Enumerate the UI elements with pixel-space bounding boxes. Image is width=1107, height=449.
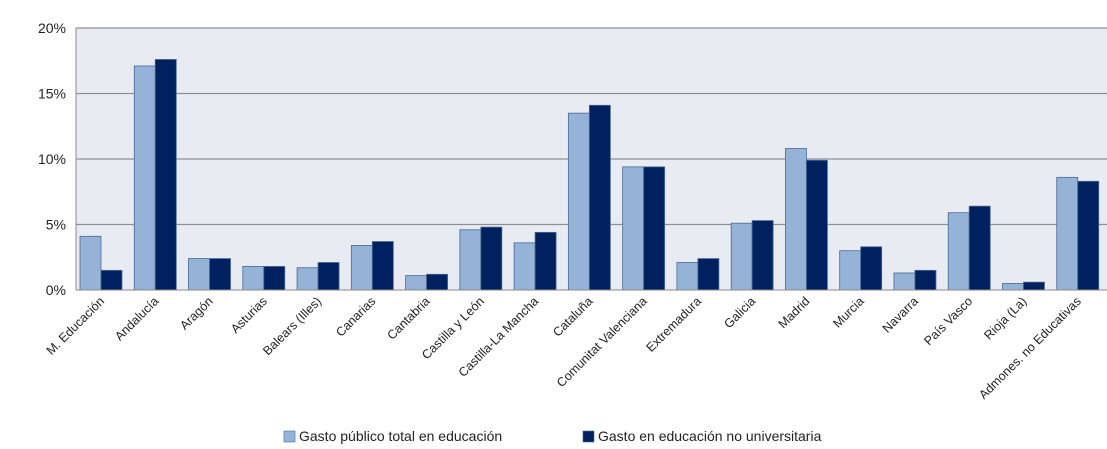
- bar: [317, 262, 340, 291]
- x-tick-label: Admones. no Educativas: [976, 294, 1084, 402]
- bar: [1056, 176, 1079, 291]
- legend-label: Gasto en educación no universitaria: [598, 428, 822, 444]
- x-tick-label: Cantabria: [384, 294, 432, 342]
- bar: [188, 258, 210, 291]
- bar: [697, 258, 720, 291]
- x-tick-label: Andalucía: [112, 294, 161, 343]
- bar: [947, 212, 970, 291]
- x-tick-label: M. Educación: [44, 294, 107, 357]
- y-tick-label: 5%: [46, 217, 66, 233]
- bar: [914, 269, 937, 291]
- bar: [588, 104, 611, 291]
- bar: [730, 222, 753, 291]
- bar: [534, 231, 557, 291]
- x-tick-label: Madrid: [776, 294, 813, 331]
- bar: [350, 245, 373, 291]
- x-tick-label: Asturias: [228, 294, 270, 336]
- bar: [751, 220, 774, 291]
- bar: [263, 266, 286, 291]
- bar: [676, 262, 699, 291]
- bar: [968, 205, 991, 291]
- y-tick-label: 20%: [38, 20, 66, 36]
- y-tick-label: 0%: [46, 282, 66, 298]
- bar: [459, 229, 482, 291]
- x-tick-label: Canarias: [333, 294, 378, 339]
- bar: [209, 258, 231, 291]
- bar: [79, 235, 102, 291]
- bar: [785, 148, 807, 291]
- bar: [154, 59, 177, 291]
- bar: [806, 159, 828, 291]
- x-tick-label: Balears (Illes): [260, 294, 324, 358]
- x-tick-label: Rioja (La): [981, 294, 1029, 342]
- x-tick-label: Navarra: [880, 294, 921, 335]
- bar: [513, 242, 536, 291]
- x-tick-label: Extremadura: [644, 294, 705, 355]
- bar: [839, 250, 862, 291]
- bar: [371, 241, 394, 291]
- x-tick-label: Cataluña: [550, 294, 595, 339]
- bar: [480, 226, 503, 291]
- legend-swatch: [582, 430, 595, 443]
- x-tick-label: País Vasco: [921, 294, 975, 348]
- bar: [133, 65, 156, 291]
- legend-swatch: [283, 430, 296, 443]
- bar: [242, 266, 265, 291]
- x-tick-label: Murcia: [830, 294, 866, 330]
- bar: [100, 269, 123, 291]
- bar: [296, 267, 319, 291]
- bar: [622, 166, 645, 291]
- x-tick-label: Comunitat Valenciana: [554, 294, 650, 390]
- bar: [893, 272, 916, 291]
- bar: [860, 246, 883, 291]
- bar: [567, 112, 590, 291]
- bar: [1023, 281, 1045, 291]
- x-tick-label: Aragón: [177, 294, 215, 332]
- bar: [1002, 283, 1024, 291]
- x-tick-label: Galicia: [721, 294, 758, 331]
- y-tick-label: 15%: [38, 86, 66, 102]
- bar: [643, 166, 666, 291]
- bar: [1077, 180, 1100, 291]
- bar: [426, 273, 448, 291]
- legend-label: Gasto público total en educación: [299, 428, 502, 444]
- bar: [405, 275, 427, 291]
- y-tick-label: 10%: [38, 151, 66, 167]
